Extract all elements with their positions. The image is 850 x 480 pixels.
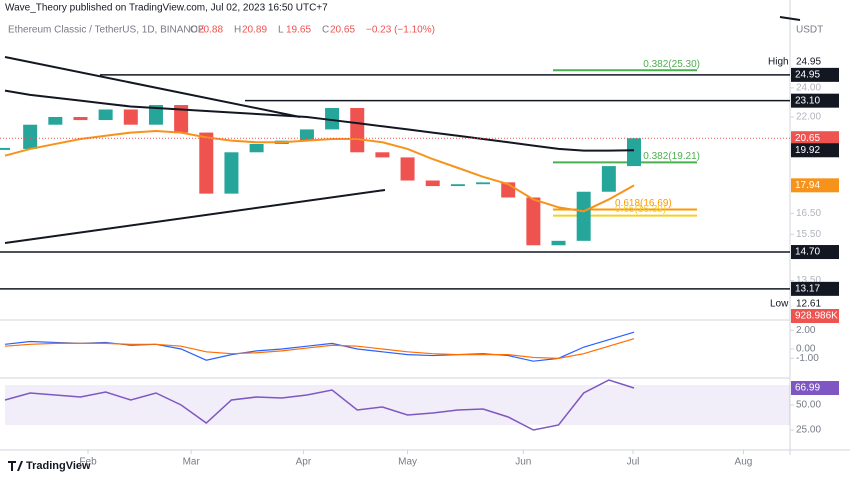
y-tick-label: 24.00 bbox=[796, 83, 821, 94]
high-value: 24.95 bbox=[796, 57, 821, 68]
low-value: 12.61 bbox=[796, 299, 821, 310]
candle bbox=[199, 132, 214, 194]
ohlc-key: C bbox=[322, 25, 329, 36]
candle bbox=[350, 107, 365, 153]
x-tick-label: Apr bbox=[296, 457, 312, 468]
last-price: 20.65 bbox=[795, 133, 820, 144]
brand-logo bbox=[8, 461, 23, 471]
y-tick-label: 22.00 bbox=[796, 112, 821, 123]
candle bbox=[123, 109, 138, 125]
ma-fast-label: 17.94 bbox=[795, 180, 820, 191]
candle bbox=[224, 152, 239, 194]
candle bbox=[425, 180, 440, 187]
candle bbox=[48, 117, 63, 125]
y-tick-label: 16.50 bbox=[796, 208, 821, 219]
volume-label-box bbox=[791, 309, 839, 323]
trendline bbox=[4, 56, 301, 118]
macd-line bbox=[4, 338, 635, 359]
macd-tick-label: 2.00 bbox=[796, 325, 816, 336]
rsi-band bbox=[5, 385, 790, 425]
level-label-box bbox=[791, 281, 839, 296]
fib-label: 0.618(16.69) bbox=[615, 198, 672, 209]
rsi-tick-label: 50.00 bbox=[796, 400, 821, 411]
candle bbox=[174, 105, 189, 133]
fib-label: 0.382(19.21) bbox=[643, 151, 700, 162]
macd-tick-label: -1.00 bbox=[796, 353, 819, 364]
ma-slow-label: 19.92 bbox=[795, 145, 820, 156]
rsi-last: 66.99 bbox=[795, 383, 820, 394]
candle bbox=[601, 166, 616, 192]
x-tick-label: Jul bbox=[627, 457, 640, 468]
ohlc-key: H bbox=[234, 25, 241, 36]
fib-label: 0.65(16.39) bbox=[615, 204, 666, 215]
x-tick-label: Feb bbox=[79, 457, 97, 468]
level-label-box bbox=[791, 67, 839, 82]
brand: TradingView bbox=[26, 460, 91, 472]
change: −0.23 (−1.10%) bbox=[366, 25, 435, 36]
rsi-line bbox=[4, 379, 635, 431]
ohlc-value: 19.65 bbox=[286, 25, 311, 36]
x-tick-label: May bbox=[398, 457, 417, 468]
level-label: 14.70 bbox=[795, 247, 820, 258]
ohlc-value: 20.65 bbox=[330, 25, 355, 36]
level-label: 23.10 bbox=[795, 95, 820, 106]
candle bbox=[400, 157, 415, 181]
high-label: High bbox=[768, 57, 789, 68]
level-label-box bbox=[791, 245, 839, 260]
macd-line bbox=[4, 331, 635, 362]
candle bbox=[450, 184, 465, 187]
level-label: 24.95 bbox=[795, 70, 820, 81]
ohlc-key: L bbox=[278, 25, 284, 36]
candle bbox=[249, 143, 264, 153]
candle bbox=[73, 117, 88, 121]
candle bbox=[325, 107, 340, 130]
trendline bbox=[779, 16, 801, 21]
y-tick-label: 13.50 bbox=[796, 275, 821, 286]
low-label: Low bbox=[770, 299, 789, 310]
x-tick-label: Jun bbox=[515, 457, 531, 468]
level-label-box bbox=[791, 93, 839, 108]
ohlc-value: 20.89 bbox=[242, 25, 267, 36]
y-tick-label: 15.50 bbox=[796, 229, 821, 240]
publisher: Wave_Theory published on TradingView.com… bbox=[5, 3, 328, 14]
candle bbox=[526, 197, 541, 246]
candle bbox=[98, 109, 113, 121]
x-tick-label: Aug bbox=[735, 457, 753, 468]
rsi-last-box bbox=[791, 381, 839, 396]
level-label: 13.17 bbox=[795, 283, 820, 294]
moving-average bbox=[4, 129, 635, 213]
candle bbox=[23, 124, 38, 149]
ma-fast-label-box bbox=[791, 178, 839, 193]
fib-label: 0.382(25.30) bbox=[643, 59, 700, 70]
candle bbox=[551, 240, 566, 246]
candle bbox=[627, 138, 642, 167]
candle bbox=[299, 129, 314, 141]
macd-tick-label: 0.00 bbox=[796, 344, 816, 355]
candle bbox=[375, 152, 390, 158]
currency: USDT bbox=[796, 25, 823, 36]
ohlc-key: O bbox=[190, 25, 198, 36]
moving-average bbox=[4, 89, 635, 152]
ma-slow-label-box bbox=[791, 143, 839, 158]
x-tick-label: Mar bbox=[183, 457, 201, 468]
candle bbox=[576, 191, 591, 241]
rsi-tick-label: 25.00 bbox=[796, 425, 821, 436]
trendline bbox=[4, 189, 386, 244]
candle bbox=[148, 105, 163, 125]
volume-label: 928.986K bbox=[795, 311, 838, 322]
symbol: Ethereum Classic / TetherUS, 1D, BINANCE bbox=[8, 25, 205, 36]
candle bbox=[476, 182, 491, 185]
ohlc-value: 20.88 bbox=[198, 25, 223, 36]
